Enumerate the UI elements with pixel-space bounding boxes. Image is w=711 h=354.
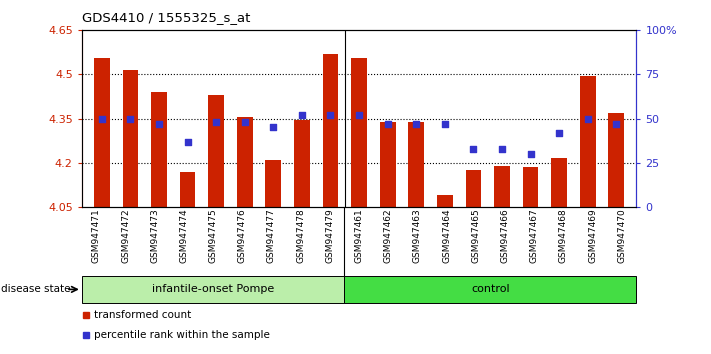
Bar	[494, 166, 510, 207]
Text: GSM947473: GSM947473	[150, 209, 159, 263]
Bar	[408, 121, 424, 207]
Point	[582, 116, 594, 121]
Bar	[294, 120, 310, 207]
Bar	[437, 195, 453, 207]
Bar	[351, 58, 367, 207]
Bar	[466, 170, 481, 207]
Point	[210, 119, 222, 125]
Text: GSM947475: GSM947475	[208, 209, 218, 263]
Text: GSM947476: GSM947476	[237, 209, 247, 263]
Bar	[380, 121, 395, 207]
Text: GSM947470: GSM947470	[617, 209, 626, 263]
Text: GSM947474: GSM947474	[179, 209, 188, 263]
Bar	[265, 160, 281, 207]
Bar	[82, 276, 344, 303]
Text: GSM947469: GSM947469	[588, 209, 597, 263]
Point	[154, 121, 165, 127]
Bar	[523, 167, 538, 207]
Bar	[580, 76, 596, 207]
Point	[611, 121, 622, 127]
Point	[96, 116, 107, 121]
Text: GSM947479: GSM947479	[326, 209, 334, 263]
Text: GSM947465: GSM947465	[471, 209, 481, 263]
Text: GSM947467: GSM947467	[530, 209, 539, 263]
Point	[382, 121, 393, 127]
Text: control: control	[471, 284, 510, 295]
Bar	[151, 92, 167, 207]
Bar	[208, 95, 224, 207]
Bar	[122, 70, 138, 207]
Bar	[609, 113, 624, 207]
Text: GSM947463: GSM947463	[413, 209, 422, 263]
Text: transformed count: transformed count	[94, 310, 191, 320]
Text: GSM947461: GSM947461	[355, 209, 363, 263]
Bar	[180, 172, 196, 207]
Text: GSM947471: GSM947471	[92, 209, 101, 263]
Bar	[551, 158, 567, 207]
Point	[239, 119, 250, 125]
Point	[182, 139, 193, 144]
Text: GSM947477: GSM947477	[267, 209, 276, 263]
Bar	[94, 58, 109, 207]
Text: percentile rank within the sample: percentile rank within the sample	[94, 330, 270, 340]
Text: GSM947464: GSM947464	[442, 209, 451, 263]
Point	[439, 121, 451, 127]
Point	[353, 112, 365, 118]
Point	[325, 112, 336, 118]
Bar	[344, 276, 636, 303]
Point	[296, 112, 308, 118]
Text: GDS4410 / 1555325_s_at: GDS4410 / 1555325_s_at	[82, 11, 250, 24]
Text: GSM947468: GSM947468	[559, 209, 568, 263]
Text: infantile-onset Pompe: infantile-onset Pompe	[152, 284, 274, 295]
Text: disease state: disease state	[1, 284, 71, 295]
Point	[124, 116, 136, 121]
Text: GSM947478: GSM947478	[296, 209, 305, 263]
Point	[496, 146, 508, 152]
Point	[468, 146, 479, 152]
Point	[267, 125, 279, 130]
Text: GSM947462: GSM947462	[384, 209, 392, 263]
Point	[410, 121, 422, 127]
Point	[553, 130, 565, 136]
Bar	[323, 54, 338, 207]
Bar	[237, 117, 252, 207]
Text: GSM947466: GSM947466	[501, 209, 510, 263]
Text: GSM947472: GSM947472	[121, 209, 130, 263]
Point	[525, 151, 536, 157]
